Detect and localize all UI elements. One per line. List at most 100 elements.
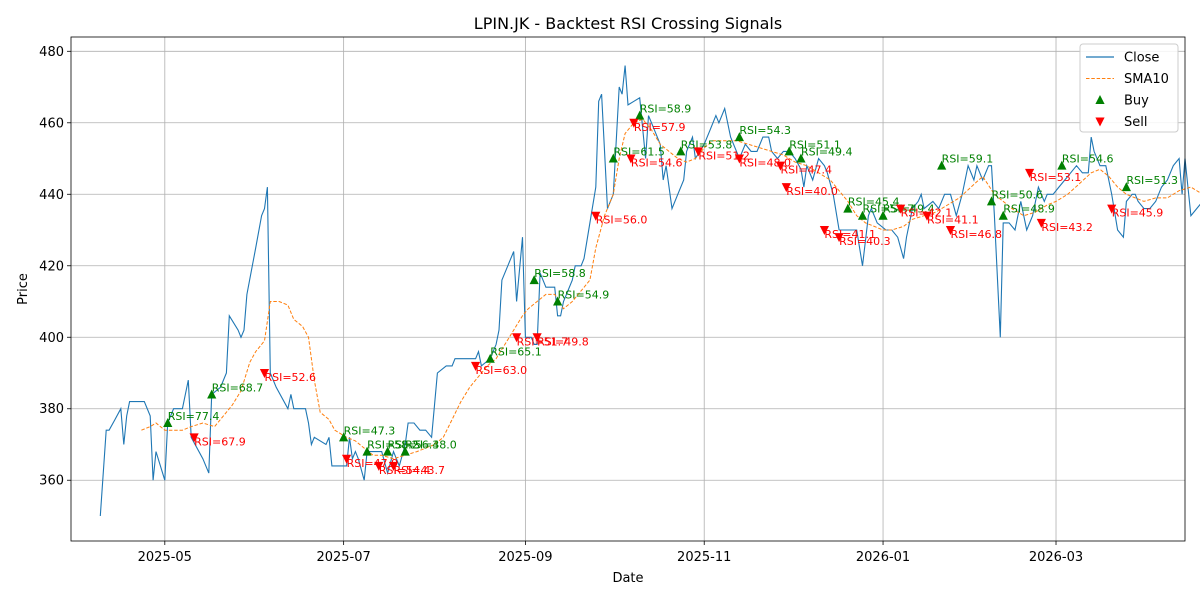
buy-annotation: RSI=58.9 [640,103,692,116]
chart-title: LPIN.JK - Backtest RSI Crossing Signals [474,14,782,33]
buy-marker [163,418,173,428]
buy-annotation: RSI=56.3 [388,439,440,452]
sell-marker [374,461,384,471]
buy-marker [857,210,868,220]
sell-annotation: RSI=67.9 [194,435,246,448]
buy-marker [1057,160,1067,170]
sell-annotation: RSI=41.1 [927,214,979,227]
sell-marker [781,183,791,193]
buy-marker [608,153,618,163]
sell-marker [734,154,744,164]
sell-marker [945,226,956,236]
sell-marker [189,433,199,443]
sell-annotation: RSI=53.1 [1030,171,1082,184]
buy-annotation: RSI=59.1 [942,153,994,166]
buy-marker [207,389,217,399]
x-tick-label: 2025-05 [138,550,192,565]
buy-annotation: RSI=77.4 [168,410,220,423]
buy-marker [986,196,997,206]
buy-annotation: RSI=54.3 [739,124,791,137]
buy-marker [878,210,888,220]
sell-annotation: RSI=52.6 [264,371,316,384]
series-line-close [99,65,1200,517]
buy-marker [553,296,563,306]
sell-annotation: RSI=47.9 [347,457,399,470]
y-tick-label: 440 [39,188,64,203]
legend-sell-swatch [1095,117,1105,127]
sell-annotation: RSI=49.8 [537,335,589,348]
buy-marker [998,210,1008,220]
buy-annotation: RSI=54.9 [558,289,610,302]
sell-marker [834,233,844,243]
series-line-sma10 [141,118,1200,460]
buy-marker [400,446,410,456]
sell-annotation: RSI=51.2 [698,149,750,162]
sell-marker [341,454,352,464]
buy-marker [383,446,393,456]
buy-marker [843,203,853,213]
buy-marker [784,146,794,156]
sell-marker [388,461,399,471]
buy-annotation: RSI=51.3 [1126,174,1178,187]
buy-marker [734,132,744,142]
buy-annotation: RSI=58.8 [534,267,586,280]
sell-annotation: RSI=45.9 [1112,207,1164,220]
legend-box [1079,43,1179,133]
plot-frame [70,36,1186,542]
buy-annotation: RSI=49.4 [883,203,935,216]
buy-annotation: RSI=65.1 [490,346,542,359]
y-tick-label: 460 [39,116,64,131]
sell-marker [629,118,639,128]
sell-marker [532,333,542,343]
sell-annotation: RSI=43.2 [1041,221,1093,234]
buy-marker [796,153,806,163]
buy-annotation: RSI=50.6 [992,188,1044,201]
x-axis-label: Date [612,571,643,586]
buy-marker [937,160,947,170]
y-tick-label: 380 [39,402,64,417]
sell-marker [896,204,906,214]
sell-marker [470,361,481,371]
sell-marker [1107,204,1117,214]
sell-marker [626,154,636,164]
sell-annotation: RSI=48.0 [739,157,791,170]
sell-annotation: RSI=43.7 [393,464,445,477]
sell-annotation: RSI=46.8 [950,228,1002,241]
sell-marker [775,161,786,171]
legend-label: Close [1124,51,1159,66]
sell-marker [1036,218,1046,228]
y-tick-label: 480 [39,45,64,60]
x-tick-label: 2026-01 [856,550,910,565]
x-tick-label: 2026-03 [1029,550,1083,565]
sell-marker [591,211,601,221]
buy-marker [635,110,645,120]
sell-annotation: RSI=47.4 [780,164,832,177]
buy-annotation: RSI=49.4 [801,146,853,159]
buy-annotation: RSI=48.9 [1003,203,1055,216]
buy-annotation: RSI=61.5 [613,146,665,159]
x-tick-label: 2025-11 [677,550,731,565]
legend-label: SMA10 [1124,72,1169,87]
buy-marker [485,353,495,363]
sell-annotation: RSI=54.6 [631,157,683,170]
sell-marker [819,226,830,236]
buy-annotation: RSI=47.3 [344,424,396,437]
sell-annotation: RSI=56.0 [596,214,648,227]
buy-marker [1121,182,1131,192]
legend-buy-swatch [1095,95,1105,104]
buy-annotation: RSI=54.6 [1062,153,1114,166]
sell-annotation: RSI=40.0 [786,185,838,198]
buy-annotation: RSI=45.4 [848,196,900,209]
sell-marker [1025,168,1035,178]
sell-marker [259,369,270,378]
buy-marker [529,275,539,285]
sell-marker [512,333,522,343]
sell-annotation: RSI=51.7 [517,335,569,348]
buy-annotation: RSI=48.0 [405,439,457,452]
y-tick-label: 360 [39,474,64,489]
buy-marker [676,146,686,156]
buy-annotation: RSI=51.1 [789,138,841,151]
sell-annotation: RSI=63.0 [476,364,528,377]
